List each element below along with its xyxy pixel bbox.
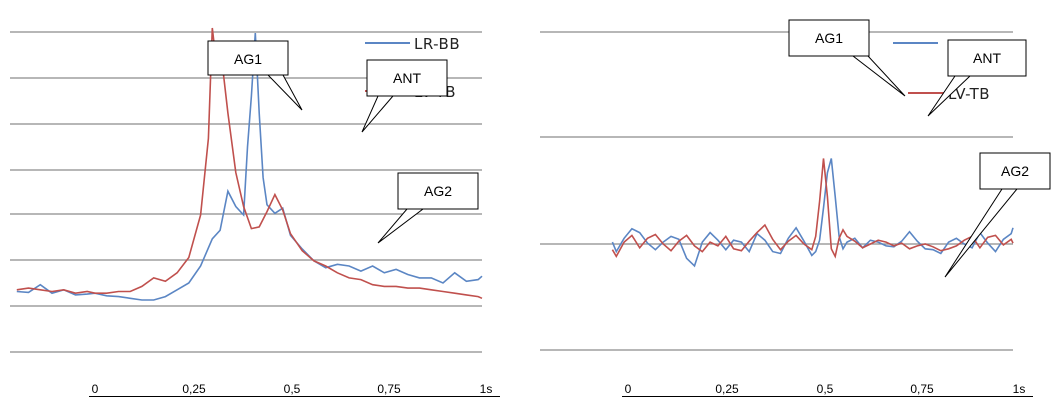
right-gridlines	[540, 31, 1013, 351]
x-tick-label: 1s	[1013, 382, 1026, 396]
callout-label: ANT	[973, 50, 1001, 66]
callout-label: AG2	[1001, 163, 1029, 179]
callout-box	[366, 59, 448, 97]
callout-box	[947, 39, 1027, 77]
callout-ag1: AG1	[788, 19, 906, 97]
callout-box	[207, 40, 289, 76]
series-line-blue	[611, 158, 1014, 268]
right-x-axis: 0 0,25 0,5 0,75 1s	[622, 382, 1033, 397]
x-tick-label: 0	[92, 382, 99, 396]
x-tick-label: 0,25	[715, 382, 739, 396]
callout-ant: ANT	[927, 39, 1027, 117]
left-chart: LR-BB LV-TB AG1 ANT AG2 0 0,25 0,5 0,75 …	[10, 27, 500, 397]
callout-box	[397, 172, 479, 210]
x-tick-label: 0,5	[284, 382, 301, 396]
x-tick-label: 0,25	[182, 382, 206, 396]
x-tick-label: 0,5	[817, 382, 834, 396]
left-x-axis: 0 0,25 0,5 0,75 1s	[89, 382, 500, 397]
x-tick-label: 0,75	[377, 382, 401, 396]
callout-pointer	[944, 188, 1019, 278]
callout-pointer	[851, 55, 906, 97]
callout-label: AG1	[815, 30, 843, 46]
series-line-lv-tb	[611, 158, 1014, 259]
series-line-lv-tb	[16, 27, 483, 300]
legend-label-lr-bb: LR-BB	[414, 35, 460, 53]
callout-label: AG1	[234, 51, 262, 67]
right-chart: LV-TB AG1 ANT AG2 0 0,25 0,5 0,75 1s	[540, 19, 1051, 397]
callout-label: AG2	[424, 183, 452, 199]
callout-ant: ANT	[361, 59, 448, 133]
callout-box	[979, 152, 1051, 190]
callout-ag2: AG2	[377, 172, 479, 244]
right-series-group	[611, 158, 1014, 268]
callout-ag1: AG1	[207, 40, 303, 111]
x-tick-label: 1s	[480, 382, 493, 396]
callout-pointer	[266, 74, 303, 111]
callout-ag2: AG2	[944, 152, 1051, 278]
callout-pointer	[361, 95, 395, 133]
callout-box	[788, 19, 870, 57]
right-legend: LV-TB	[893, 42, 990, 103]
x-tick-label: 0	[625, 382, 632, 396]
callout-label: ANT	[393, 70, 421, 86]
x-tick-label: 0,75	[910, 382, 934, 396]
legend-label-lv-tb: LV-TB	[948, 85, 990, 103]
